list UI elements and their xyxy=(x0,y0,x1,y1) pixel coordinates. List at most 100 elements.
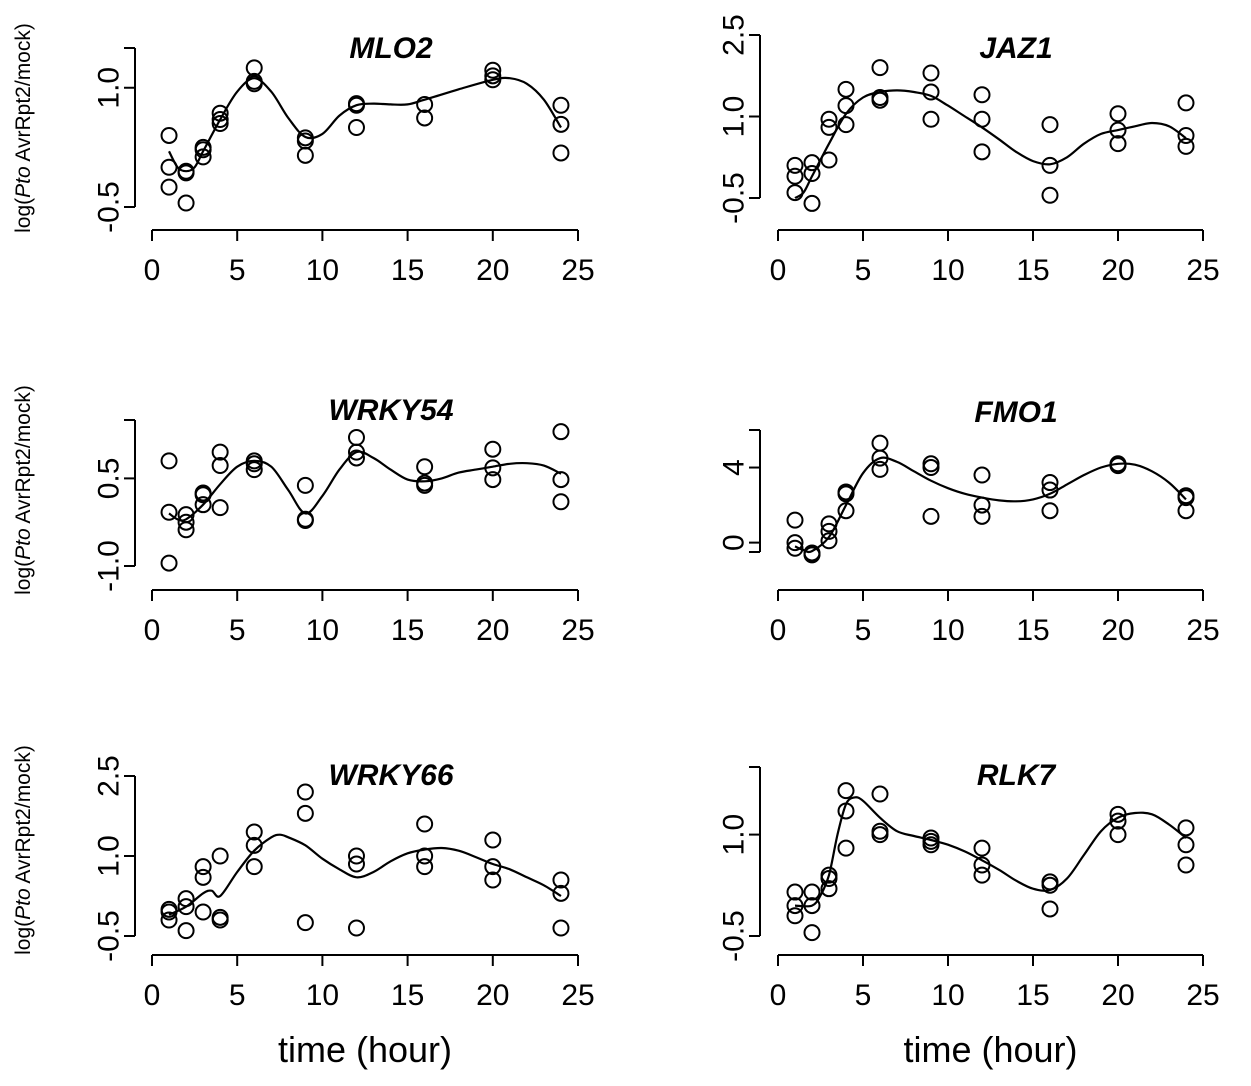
data-point xyxy=(1041,474,1059,492)
x-tick-label: 20 xyxy=(476,614,509,647)
y-axis-label-suffix: AvrRpt2/mock) xyxy=(12,23,35,166)
data-point xyxy=(820,151,838,169)
data-point xyxy=(973,507,991,525)
x-tick-label: 25 xyxy=(1186,979,1219,1012)
data-point xyxy=(973,856,991,874)
x-tick-label: 5 xyxy=(855,614,872,647)
x-tick-label: 0 xyxy=(144,979,161,1012)
y-tick-label: 1.0 xyxy=(93,67,126,109)
y-tick-label: -0.5 xyxy=(93,910,126,962)
data-point xyxy=(194,903,212,921)
y-axis-label-italic: Pto xyxy=(12,888,35,920)
data-point xyxy=(296,129,314,147)
data-point xyxy=(416,458,434,476)
data-point xyxy=(1109,121,1127,139)
data-point xyxy=(871,59,889,77)
data-point xyxy=(1041,876,1059,894)
x-tick-label: 15 xyxy=(1016,614,1049,647)
x-tick-label: 15 xyxy=(391,254,424,287)
data-point xyxy=(552,115,570,133)
x-tick-label: 25 xyxy=(561,979,594,1012)
y-axis-label-suffix: AvrRpt2/mock) xyxy=(12,745,35,888)
x-tick-label: 20 xyxy=(1101,979,1134,1012)
data-point xyxy=(837,483,855,501)
data-point xyxy=(347,919,365,937)
data-point xyxy=(803,924,821,942)
data-point xyxy=(1109,135,1127,153)
data-point xyxy=(837,97,855,115)
data-point xyxy=(552,919,570,937)
data-point xyxy=(871,449,889,467)
x-tick-label: 0 xyxy=(770,979,787,1012)
y-axis-label-prefix: log( xyxy=(12,560,35,595)
y-tick-label: 1.0 xyxy=(718,814,751,856)
data-point xyxy=(786,156,804,174)
data-point xyxy=(347,119,365,136)
x-tick-label: 15 xyxy=(1016,979,1049,1012)
data-point xyxy=(177,922,195,940)
data-point xyxy=(820,110,838,128)
panel-title: WRKY54 xyxy=(328,394,453,427)
panel-title: WRKY66 xyxy=(328,759,453,792)
data-point xyxy=(820,522,838,540)
x-tick-label: 0 xyxy=(770,614,787,647)
data-point xyxy=(347,855,365,873)
data-point xyxy=(922,83,940,101)
data-point xyxy=(245,72,263,90)
data-point xyxy=(786,167,804,185)
panel-mlo2: 0 5 10 15 20 25 -0.5 1.0 MLO2 log(Pto AvrRpt2/moc… xyxy=(12,23,595,287)
y-tick-label: 0 xyxy=(718,534,751,551)
data-point xyxy=(786,534,804,552)
data-point xyxy=(552,144,570,162)
data-point xyxy=(1177,836,1195,854)
data-point xyxy=(177,521,195,539)
data-point xyxy=(296,146,314,164)
data-point xyxy=(347,847,365,865)
data-point xyxy=(416,858,434,876)
x-tick-label: 10 xyxy=(306,614,339,647)
data-point xyxy=(245,455,263,473)
y-axis-label: log(Pto AvrRpt2/mock) xyxy=(12,745,35,955)
x-tick-label: 25 xyxy=(1186,254,1219,287)
data-point xyxy=(1041,873,1059,891)
data-point xyxy=(245,858,263,876)
data-point xyxy=(1177,502,1195,520)
data-point xyxy=(160,911,178,929)
data-point xyxy=(837,782,855,800)
data-point xyxy=(1109,812,1127,830)
data-point xyxy=(194,868,212,886)
data-point xyxy=(786,897,804,915)
data-point xyxy=(1109,456,1127,474)
y-axis-label-suffix: AvrRpt2/mock) xyxy=(12,385,35,528)
data-point xyxy=(296,476,314,494)
data-point xyxy=(803,165,821,183)
data-point xyxy=(160,126,178,144)
data-point xyxy=(837,116,855,134)
data-point xyxy=(211,443,229,461)
data-point xyxy=(211,911,229,929)
data-point xyxy=(786,883,804,901)
data-point xyxy=(245,836,263,854)
x-tick-label: 0 xyxy=(144,254,161,287)
data-point xyxy=(922,110,940,128)
data-point xyxy=(922,455,940,473)
y-tick-label: 2.5 xyxy=(718,14,751,56)
data-point xyxy=(484,871,502,889)
x-tick-label: 5 xyxy=(229,614,246,647)
data-point xyxy=(416,847,434,865)
data-point xyxy=(160,903,178,921)
x-axis-label: time (hour) xyxy=(278,1029,452,1070)
data-point xyxy=(296,510,314,528)
data-point xyxy=(552,423,570,441)
data-point xyxy=(871,460,889,478)
panel-fmo1: 0 5 10 15 20 25 0 4 FMO1 xyxy=(718,396,1220,647)
x-tick-label: 10 xyxy=(931,254,964,287)
data-point xyxy=(177,513,195,531)
data-point xyxy=(803,546,821,564)
data-point xyxy=(1177,819,1195,837)
data-point xyxy=(871,822,889,840)
y-tick-label: -0.5 xyxy=(93,181,126,233)
data-point xyxy=(973,143,991,161)
data-point xyxy=(1041,900,1059,918)
